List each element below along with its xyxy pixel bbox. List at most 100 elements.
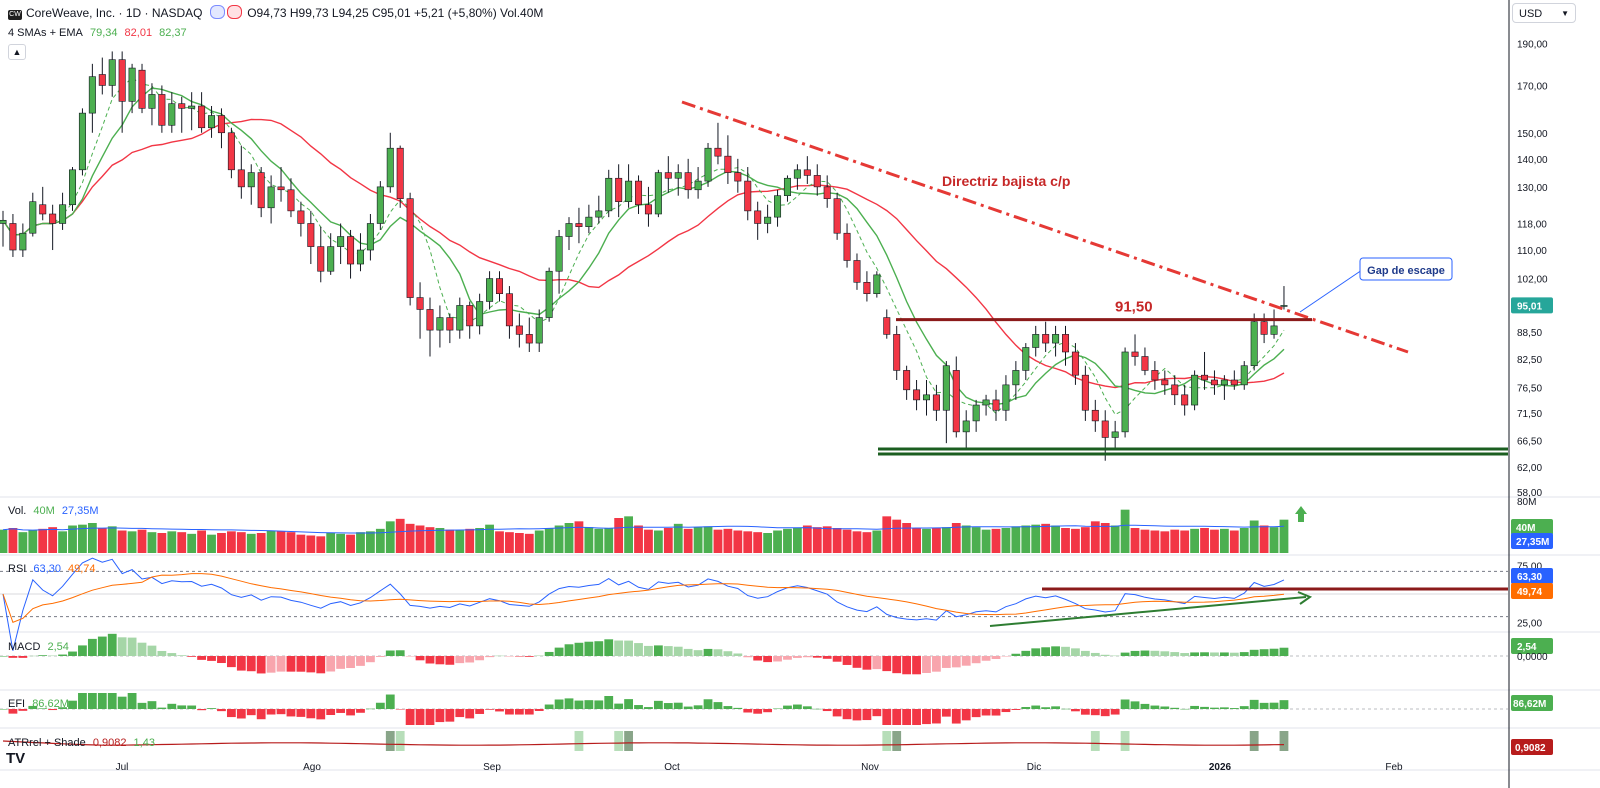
volume-bar [395, 518, 405, 553]
efi-bar [951, 709, 961, 724]
macd-bar [812, 656, 822, 658]
volume-bar [1190, 528, 1199, 553]
volume-legend-v2: 27,35M [61, 505, 99, 517]
price-tick-label: 82,50 [1517, 355, 1542, 366]
downtrend-line[interactable] [681, 100, 1409, 354]
candle-body [515, 325, 523, 335]
candle-body [19, 232, 27, 251]
macd-bar [1041, 647, 1051, 656]
macd-bar [306, 656, 316, 673]
efi-bar [445, 709, 455, 722]
volume-bar [624, 516, 633, 553]
circle-icon[interactable] [209, 5, 225, 19]
macd-bar [356, 656, 365, 666]
candle-body [1220, 379, 1228, 386]
currency-label: USD [1519, 8, 1543, 20]
atr-shade [1090, 731, 1100, 751]
candle-body [823, 186, 831, 199]
efi-bar [28, 705, 38, 709]
macd-bar [1110, 655, 1120, 657]
macd-bar [614, 640, 624, 656]
price-tick-label: 130,00 [1517, 183, 1548, 194]
macd-bar [584, 641, 594, 656]
volume-bar [1219, 528, 1229, 553]
candle-body [98, 74, 106, 86]
gap-callout-box[interactable] [1359, 257, 1453, 281]
efi-bar [832, 709, 842, 717]
volume-bar [743, 531, 753, 553]
volume-bar [802, 525, 812, 553]
volume-bar [554, 525, 564, 553]
annotations: Directriz bajista c/p 91,50 Gap de escape [681, 100, 1508, 456]
efi-bar [87, 693, 97, 709]
rsi-uptrend-line[interactable] [989, 596, 1307, 627]
volume-bar [485, 524, 494, 553]
candle-body [128, 67, 136, 102]
candle-body [942, 365, 950, 411]
volume-bar [564, 523, 574, 553]
efi-bar [773, 708, 782, 710]
efi-bar [107, 693, 117, 709]
efi-bar [157, 707, 167, 709]
time-tick-label: Nov [861, 762, 879, 773]
price-tick-label: 190,00 [1517, 39, 1548, 50]
candle-body [188, 105, 196, 109]
efi-bar [812, 708, 822, 710]
macd-bar [127, 637, 137, 656]
tradingview-logo-icon: TV [6, 750, 26, 767]
efi-bar [1061, 708, 1070, 710]
approx-icon[interactable] [226, 5, 242, 19]
ma-legend[interactable]: 4 SMAs + EMA 79,34 82,01 82,37 [8, 27, 191, 39]
volume-bar [137, 529, 147, 553]
volume-bar [28, 530, 38, 553]
atr-legend[interactable]: ATRrel + Shade 0,9082 1,43 [8, 737, 159, 749]
macd-bar [405, 656, 415, 657]
volume-bar [68, 525, 77, 553]
macd-bar [892, 656, 902, 674]
efi-bar [8, 709, 18, 714]
chevron-up-icon[interactable]: ▲ [8, 44, 26, 60]
macd-bar [1219, 652, 1229, 656]
macd-bar [713, 649, 723, 656]
efi-legend[interactable]: EFI 86,62M [8, 698, 73, 710]
efi-bar [624, 699, 633, 709]
price-tick-label: 66,50 [1517, 436, 1542, 447]
macd-bar [932, 656, 941, 672]
candle-body [287, 189, 295, 212]
macd-bar [1071, 648, 1080, 656]
rsi-badge-label: 63,30 [1517, 572, 1542, 583]
candle-body [535, 317, 543, 344]
rsi-legend[interactable]: RSI 63,30 49,74 [8, 563, 100, 575]
currency-select[interactable]: USD ▼ [1512, 3, 1576, 23]
volume-bar [534, 530, 544, 553]
candle-body [1121, 351, 1129, 433]
efi-bar [58, 707, 67, 709]
volume-bar [8, 528, 18, 553]
candle-body [922, 394, 930, 401]
efi-bar [1110, 709, 1120, 715]
volume-bar [167, 531, 177, 553]
volume-bar [385, 521, 395, 553]
volume-legend[interactable]: Vol. 40M 27,35M [8, 505, 103, 517]
price-tick-label: 71,50 [1517, 409, 1542, 420]
efi-bar [78, 693, 87, 709]
candle-body [297, 210, 305, 224]
rsi-badge [1511, 583, 1553, 599]
macd-legend[interactable]: MACD 2,54 [8, 641, 73, 653]
candle-body [754, 210, 762, 224]
resistance-label: 91,50 [1115, 299, 1153, 316]
volume-bar [256, 533, 266, 553]
volume-legend-name: Vol. [8, 505, 27, 517]
candle-body [764, 216, 772, 224]
efi-bar [554, 699, 564, 709]
efi-bar [505, 709, 514, 715]
volume-bar [912, 528, 921, 553]
volume-bar [882, 516, 892, 553]
candle-body [913, 389, 921, 401]
efi-bar [981, 709, 991, 716]
macd-bar [574, 642, 584, 656]
volume-bar [1080, 527, 1090, 553]
macd-badge [1511, 638, 1553, 654]
symbol-title[interactable]: CoreWeave, Inc. · 1D · NASDAQ [26, 6, 203, 20]
